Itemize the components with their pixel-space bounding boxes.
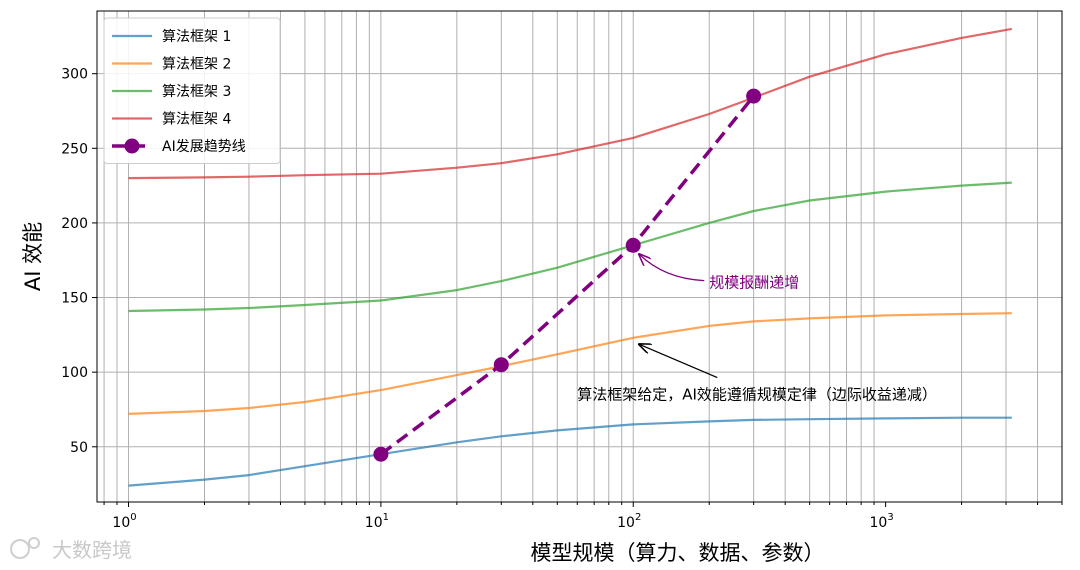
y-tick-label: 50 — [70, 440, 88, 456]
legend-marker — [124, 138, 140, 154]
axis-ticks: 50 100 150 200 250 300 100 101 102 103 — [61, 67, 1063, 531]
y-tick-label: 100 — [61, 365, 88, 381]
watermark-logo-icon — [10, 539, 30, 559]
plot-frame — [96, 10, 1063, 503]
trend-marker — [746, 88, 762, 104]
y-tick-label: 200 — [61, 216, 88, 232]
y-tick-label: 150 — [61, 291, 88, 307]
annotation-arrow — [639, 254, 705, 282]
watermark-logo-dot — [28, 537, 40, 549]
legend-label: AI发展趋势线 — [162, 139, 246, 155]
legend-box — [103, 17, 281, 164]
legend-label: 算法框架 3 — [162, 84, 231, 100]
trend-line — [379, 95, 756, 456]
trend-marker — [373, 446, 389, 462]
legend-label: 算法框架 1 — [162, 29, 231, 45]
trend-marker — [493, 357, 509, 373]
x-tick-label: 103 — [870, 512, 894, 531]
x-tick-label: 101 — [365, 512, 389, 531]
legend-label: 算法框架 4 — [162, 112, 231, 128]
annotation-arrow — [639, 344, 718, 379]
x-tick-label: 100 — [112, 512, 136, 531]
y-axis-label: AI 效能 — [21, 222, 45, 291]
y-tick-label: 250 — [61, 141, 88, 157]
series-line-3 — [128, 181, 1012, 313]
x-tick-label: 102 — [617, 512, 641, 531]
x-axis-label: 模型规模（算力、数据、参数） — [531, 541, 825, 565]
annotation-text: 算法框架给定，AI效能遵循规模定律（边际收益递减） — [577, 386, 937, 404]
y-tick-label: 300 — [61, 67, 88, 83]
watermark: 大数跨境 — [10, 537, 132, 562]
plot-series — [128, 27, 1012, 487]
legend: 算法框架 1 算法框架 2 算法框架 3 算法框架 4 AI发展趋势线 — [103, 17, 281, 164]
series-line-1 — [128, 416, 1012, 487]
legend-label: 算法框架 2 — [162, 57, 231, 73]
watermark-text: 大数跨境 — [52, 538, 132, 562]
trend-marker — [625, 237, 641, 253]
series-line-4 — [128, 27, 1012, 180]
annotation-text: 规模报酬递增 — [709, 274, 799, 292]
series-line-2 — [128, 312, 1012, 415]
